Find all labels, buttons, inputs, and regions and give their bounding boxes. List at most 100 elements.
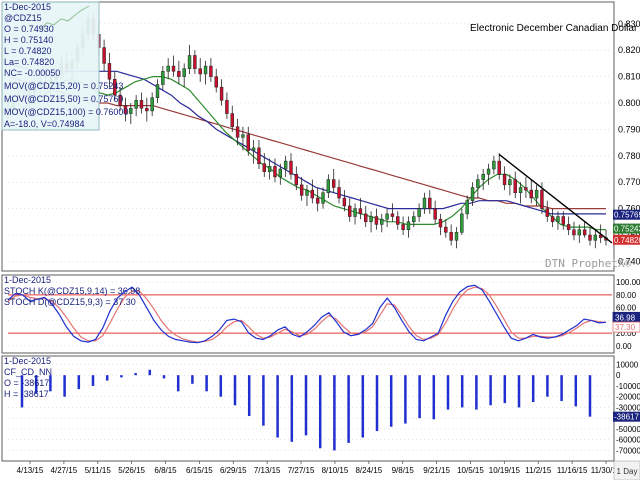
x-tick-label: 8/24/15 (355, 466, 382, 475)
ma50-line (7, 62, 606, 215)
cot-bar (560, 375, 563, 401)
price-panel[interactable]: 0.83000 0.82000 0.81000 0.80000 0.79000 0.780… (1, 1, 640, 272)
cot-y-tick-label: 10000 (616, 360, 639, 369)
cot-bar (574, 375, 578, 407)
candle-body (513, 179, 517, 194)
header-ma20: MOV(@CDZ15,20) = 0.75243 (4, 81, 123, 91)
cot-bar (432, 375, 436, 420)
cot-header-symbol: CF_CD_NN (4, 367, 52, 377)
cot-bar (148, 369, 152, 376)
period-selector[interactable] (613, 460, 640, 480)
candle-body (241, 134, 245, 138)
x-tick-label: 4/13/15 (17, 466, 44, 475)
stoch-y-tick-label: 0.00 (616, 342, 632, 351)
cot-y-tick-label: -60000 (616, 436, 640, 445)
candle-body (412, 216, 416, 223)
stoch-tag-box (612, 321, 640, 333)
candle-body (294, 174, 299, 186)
price-trendline[interactable] (498, 153, 613, 244)
cot-bar (34, 375, 38, 394)
stoch-header-k: STOCH K(@CDZ15,9,14) = 36.98 (4, 286, 140, 296)
candle-body (417, 208, 421, 217)
x-tick-label: 6/8/15 (154, 466, 177, 475)
cot-bar (489, 375, 492, 406)
candle-body (283, 160, 288, 170)
price-y-tick-label: 0.82000 (618, 45, 640, 55)
cot-bar (276, 375, 279, 438)
candle-body (396, 216, 400, 225)
candle-body (225, 100, 229, 114)
candle-body (518, 187, 523, 194)
candle-body (444, 226, 448, 233)
candle-body (460, 213, 464, 233)
stochastic-lines (7, 284, 607, 344)
cot-bar (318, 375, 322, 449)
cot-bar (219, 375, 223, 397)
price-y-tick-label: 0.81000 (618, 72, 640, 82)
candle-body (481, 174, 485, 180)
cot-bar (588, 375, 592, 417)
candle-body (433, 208, 437, 220)
cot-y-tick-label: 0 (616, 371, 621, 380)
cot-tag-label: -38617 (614, 413, 639, 422)
candle-body (129, 108, 133, 114)
candle-body (321, 192, 325, 204)
candle-body (193, 55, 197, 69)
cot-y-tick-label: -50000 (616, 425, 640, 434)
cot-bar (475, 375, 478, 410)
cot-bar (460, 375, 464, 408)
candle-body (262, 163, 266, 172)
candle-body (305, 189, 309, 196)
candle-body (187, 55, 192, 69)
candle-body (203, 65, 208, 75)
candle-body (572, 229, 576, 236)
commitments-last-value-tag: -38617 (613, 411, 640, 422)
header-cursor-readout: A=-18.0, V=0.74984 (4, 119, 85, 129)
candle-body (118, 94, 122, 106)
cot-bar (290, 375, 294, 442)
stoch-y-tick-label: 100.00 (616, 278, 640, 287)
x-tick-label: 9/21/15 (423, 466, 450, 475)
cot-bar (63, 375, 66, 397)
candle-body (123, 105, 128, 114)
header-ma50: MOV(@CDZ15,50) = 0.75769 (4, 94, 123, 104)
mini-overview-sparkline (39, 5, 90, 30)
last-value-tag-box (613, 223, 640, 234)
candle-body (390, 213, 395, 217)
candle-body (540, 189, 544, 209)
cot-bar (233, 375, 237, 406)
price-y-tick-label: 0.83000 (618, 19, 640, 29)
cot-bar (375, 375, 379, 432)
candle-body (219, 86, 224, 101)
x-tick-label: 6/29/15 (220, 466, 247, 475)
candle-body (150, 97, 154, 112)
header-low: L = 0.74820 (4, 46, 51, 56)
last-value-tag-label: 0.75769 (614, 211, 640, 220)
candle-body (267, 166, 272, 172)
candle-body (422, 197, 427, 209)
candle-body (556, 216, 560, 223)
commitments-panel[interactable]: 100000-10000-20000-30000-40000-50000-600… (1, 355, 640, 462)
price-y-tick-label: 0.78000 (618, 151, 640, 161)
cot-tag-box (613, 411, 640, 422)
cot-header-open: O = -38617 (4, 378, 49, 388)
candle-body (566, 224, 571, 230)
cot-bar (105, 375, 109, 381)
candle-body (524, 187, 528, 191)
price-header-box: 1-Dec-2015 @CDZ15 O = 0.74930 H = 0.7514… (1, 1, 128, 131)
resistance-trendline (498, 153, 613, 244)
stoch-y-tick-label: 20.00 (616, 329, 637, 338)
candle-body (364, 213, 368, 223)
candle-body (145, 108, 149, 112)
candle-body (171, 65, 176, 72)
price-y-tick-label: 0.79000 (618, 124, 640, 134)
header-ma100: MOV(@CDZ15,100) = 0.76000 (4, 107, 128, 117)
candle-body (385, 213, 389, 220)
stoch-header-d: STOCH D(@CDZ15,9,3) = 37.30 (4, 297, 136, 307)
cot-bar (304, 375, 308, 436)
stoch-tag-label: 37.30 (615, 323, 636, 332)
price-y-tick-label: 0.80000 (618, 98, 640, 108)
candle-body (198, 68, 202, 75)
